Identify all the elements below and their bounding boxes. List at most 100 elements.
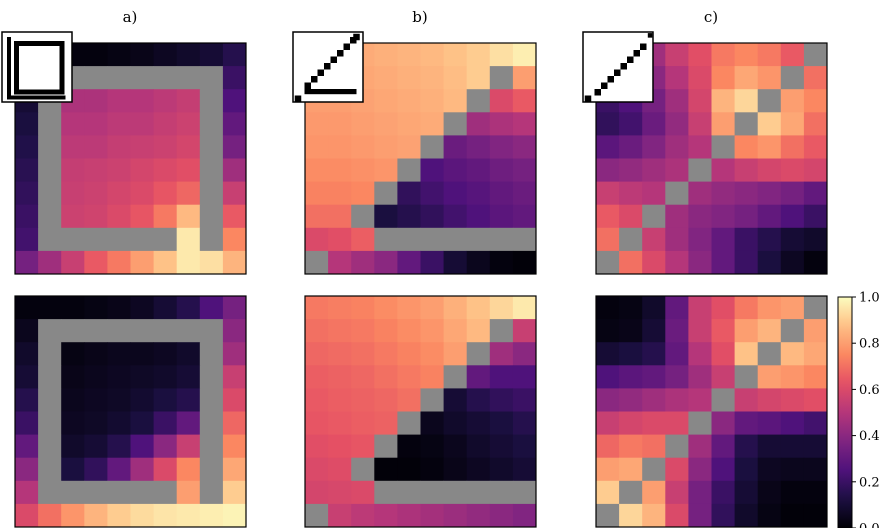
heatmap-cell bbox=[619, 135, 643, 159]
heatmap-cell bbox=[619, 319, 643, 343]
heatmap-cell bbox=[15, 457, 39, 482]
heatmap-cell bbox=[803, 89, 828, 113]
heatmap-cell bbox=[466, 112, 491, 136]
heatmap-cell-masked bbox=[374, 227, 398, 252]
heatmap-cell bbox=[153, 181, 178, 206]
heatmap-cell bbox=[351, 434, 375, 459]
heatmap-cell bbox=[489, 158, 514, 182]
heatmap-cell bbox=[780, 181, 805, 206]
heatmap-cell-masked bbox=[130, 319, 154, 343]
heatmap-cell bbox=[688, 227, 712, 252]
heatmap-cell bbox=[374, 388, 398, 412]
heatmap-cell bbox=[466, 319, 491, 343]
heatmap-cell bbox=[711, 319, 735, 343]
heatmap-cell-masked bbox=[199, 181, 224, 206]
heatmap-cell bbox=[443, 158, 468, 182]
heatmap-cell bbox=[512, 43, 537, 67]
heatmap-cell bbox=[374, 296, 398, 320]
heatmap-cell bbox=[734, 457, 759, 482]
heatmap-cell bbox=[84, 158, 108, 182]
heatmap-cell bbox=[596, 227, 620, 252]
heatmap-cell bbox=[489, 365, 514, 389]
heatmap-cell bbox=[305, 434, 329, 459]
heatmap-cell bbox=[305, 135, 329, 159]
heatmap-cell bbox=[596, 411, 620, 435]
panel-frame bbox=[14, 295, 247, 528]
heatmap-cell-masked bbox=[512, 227, 537, 252]
heatmap-cell bbox=[176, 204, 201, 229]
heatmap-cell-masked bbox=[107, 480, 131, 505]
heatmap-cell bbox=[619, 296, 643, 320]
heatmap-cell-masked bbox=[466, 480, 491, 505]
heatmap-cell bbox=[222, 457, 247, 482]
heatmap-cell-masked bbox=[107, 227, 131, 252]
heatmap-cell bbox=[176, 434, 201, 459]
heatmap-cell bbox=[757, 135, 782, 159]
heatmap-cell bbox=[15, 204, 39, 229]
heatmap-cell bbox=[61, 388, 85, 412]
heatmap-cell bbox=[665, 43, 689, 67]
heatmap-cell bbox=[466, 365, 491, 389]
heatmap-cell bbox=[305, 296, 329, 320]
heatmap-cell bbox=[84, 135, 108, 159]
heatmap-cell bbox=[619, 181, 643, 206]
heatmap-cell bbox=[61, 135, 85, 159]
heatmap-cell bbox=[176, 89, 201, 113]
heatmap-cell bbox=[38, 296, 62, 320]
heatmap-cell-masked bbox=[642, 204, 666, 229]
heatmap-cell bbox=[305, 457, 329, 482]
heatmap-cell bbox=[642, 411, 666, 435]
heatmap-cell-masked bbox=[374, 434, 398, 459]
heatmap-cell bbox=[61, 457, 85, 482]
heatmap-cell bbox=[328, 503, 352, 528]
heatmap-cell bbox=[780, 365, 805, 389]
heatmap-cell bbox=[734, 296, 759, 320]
heatmap-cell bbox=[734, 480, 759, 505]
heatmap-cell bbox=[734, 181, 759, 206]
heatmap-cell-masked bbox=[688, 411, 712, 435]
heatmap-cell bbox=[665, 135, 689, 159]
heatmap-cell-masked bbox=[305, 250, 329, 275]
heatmap-cell bbox=[757, 480, 782, 505]
heatmap-cell bbox=[153, 411, 178, 435]
heatmap-cell bbox=[130, 204, 154, 229]
heatmap-cell bbox=[596, 296, 620, 320]
heatmap-cell bbox=[176, 503, 201, 528]
heatmap-cell bbox=[84, 112, 108, 136]
heatmap-cell-masked bbox=[443, 112, 468, 136]
heatmap-cell bbox=[351, 227, 375, 252]
heatmap-cell bbox=[130, 457, 154, 482]
heatmap-cell bbox=[619, 411, 643, 435]
heatmap-cell bbox=[489, 250, 514, 275]
heatmap-cell-masked bbox=[153, 319, 178, 343]
heatmap-cell bbox=[305, 158, 329, 182]
heatmap-panel bbox=[304, 42, 537, 275]
heatmap-cell bbox=[780, 250, 805, 275]
heatmap-cell-masked bbox=[84, 66, 108, 90]
heatmap-cell-masked bbox=[84, 319, 108, 343]
column-titles: a) b) c) bbox=[123, 8, 719, 26]
heatmap-cell bbox=[305, 388, 329, 412]
heatmap-cell bbox=[351, 342, 375, 366]
heatmap-cell-masked bbox=[420, 135, 444, 159]
heatmap-cell bbox=[38, 503, 62, 528]
heatmap-cell bbox=[130, 250, 154, 275]
heatmap-cell bbox=[596, 158, 620, 182]
heatmap-cell bbox=[420, 250, 444, 275]
heatmap-cell bbox=[15, 480, 39, 505]
heatmap-cell bbox=[222, 89, 247, 113]
heatmap-cell bbox=[619, 112, 643, 136]
heatmap-cell bbox=[15, 135, 39, 159]
heatmap-cell bbox=[803, 66, 828, 90]
heatmap-cell bbox=[153, 342, 178, 366]
heatmap-cell bbox=[443, 319, 468, 343]
heatmap-cell bbox=[222, 66, 247, 90]
heatmap-cell bbox=[757, 227, 782, 252]
heatmap-cell bbox=[596, 457, 620, 482]
heatmap-cell bbox=[642, 158, 666, 182]
heatmap-cell bbox=[803, 250, 828, 275]
heatmap-cell bbox=[665, 457, 689, 482]
heatmap-cell bbox=[734, 388, 759, 412]
heatmap-cell bbox=[489, 457, 514, 482]
heatmap-cell bbox=[328, 457, 352, 482]
